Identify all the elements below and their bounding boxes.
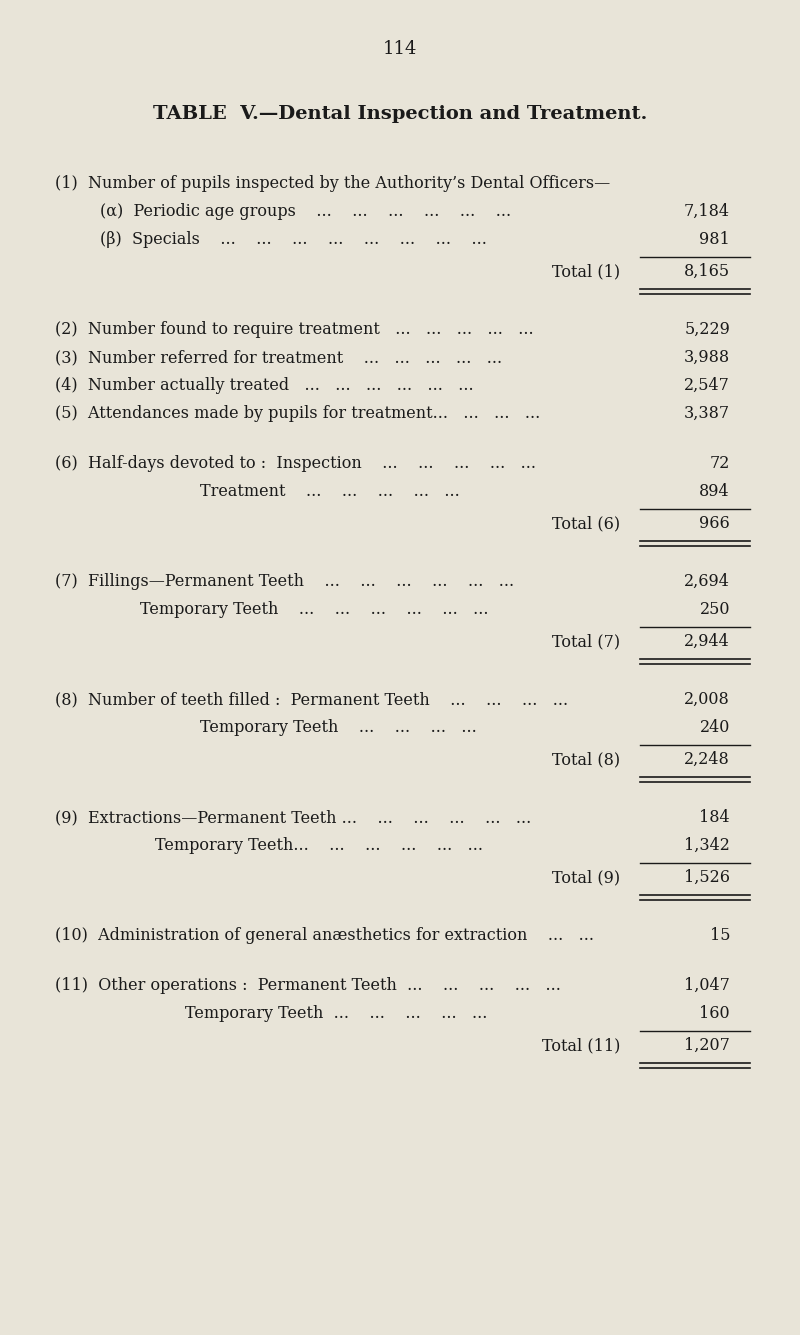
Text: (8)  Number of teeth filled :  Permanent Teeth    ...    ...    ...   ...: (8) Number of teeth filled : Permanent T… [55, 692, 568, 708]
Text: 2,248: 2,248 [684, 752, 730, 768]
Text: (10)  Administration of general anæsthetics for extraction    ...   ...: (10) Administration of general anæstheti… [55, 926, 594, 944]
Text: 2,944: 2,944 [684, 633, 730, 650]
Text: 1,207: 1,207 [684, 1037, 730, 1055]
Text: 250: 250 [699, 601, 730, 618]
Text: Temporary Teeth    ...    ...    ...    ...    ...   ...: Temporary Teeth ... ... ... ... ... ... [140, 601, 489, 618]
Text: Temporary Teeth    ...    ...    ...   ...: Temporary Teeth ... ... ... ... [200, 720, 477, 736]
Text: (3)  Number referred for treatment    ...   ...   ...   ...   ...: (3) Number referred for treatment ... ..… [55, 348, 502, 366]
Text: 114: 114 [383, 40, 417, 57]
Text: 1,526: 1,526 [684, 869, 730, 886]
Text: (α)  Periodic age groups    ...    ...    ...    ...    ...    ...: (α) Periodic age groups ... ... ... ... … [100, 203, 511, 220]
Text: 8,165: 8,165 [684, 263, 730, 280]
Text: 184: 184 [699, 809, 730, 826]
Text: 3,988: 3,988 [684, 348, 730, 366]
Text: 966: 966 [699, 515, 730, 533]
Text: (2)  Number found to require treatment   ...   ...   ...   ...   ...: (2) Number found to require treatment ..… [55, 320, 534, 338]
Text: (9)  Extractions—Permanent Teeth ...    ...    ...    ...    ...   ...: (9) Extractions—Permanent Teeth ... ... … [55, 809, 531, 826]
Text: 3,387: 3,387 [684, 405, 730, 422]
Text: 1,047: 1,047 [684, 977, 730, 995]
Text: 240: 240 [700, 720, 730, 736]
Text: (1)  Number of pupils inspected by the Authority’s Dental Officers—: (1) Number of pupils inspected by the Au… [55, 175, 610, 192]
Text: Total (8): Total (8) [552, 752, 620, 768]
Text: 1,342: 1,342 [684, 837, 730, 854]
Text: 894: 894 [699, 483, 730, 501]
Text: Total (9): Total (9) [552, 869, 620, 886]
Text: 72: 72 [710, 455, 730, 473]
Text: 2,008: 2,008 [684, 692, 730, 708]
Text: Total (7): Total (7) [552, 633, 620, 650]
Text: Total (6): Total (6) [552, 515, 620, 533]
Text: 5,229: 5,229 [684, 320, 730, 338]
Text: 2,694: 2,694 [684, 573, 730, 590]
Text: 15: 15 [710, 926, 730, 944]
Text: 7,184: 7,184 [684, 203, 730, 220]
Text: Total (11): Total (11) [542, 1037, 620, 1055]
Text: 2,547: 2,547 [684, 376, 730, 394]
Text: 981: 981 [699, 231, 730, 248]
Text: (β)  Specials    ...    ...    ...    ...    ...    ...    ...    ...: (β) Specials ... ... ... ... ... ... ...… [100, 231, 487, 248]
Text: Temporary Teeth...    ...    ...    ...    ...   ...: Temporary Teeth... ... ... ... ... ... [155, 837, 483, 854]
Text: 160: 160 [699, 1005, 730, 1023]
Text: TABLE  V.—Dental Inspection and Treatment.: TABLE V.—Dental Inspection and Treatment… [153, 105, 647, 123]
Text: (6)  Half-days devoted to :  Inspection    ...    ...    ...    ...   ...: (6) Half-days devoted to : Inspection ..… [55, 455, 536, 473]
Text: (4)  Number actually treated   ...   ...   ...   ...   ...   ...: (4) Number actually treated ... ... ... … [55, 376, 474, 394]
Text: Total (1): Total (1) [552, 263, 620, 280]
Text: Temporary Teeth  ...    ...    ...    ...   ...: Temporary Teeth ... ... ... ... ... [185, 1005, 487, 1023]
Text: (7)  Fillings—Permanent Teeth    ...    ...    ...    ...    ...   ...: (7) Fillings—Permanent Teeth ... ... ...… [55, 573, 514, 590]
Text: Treatment    ...    ...    ...    ...   ...: Treatment ... ... ... ... ... [200, 483, 460, 501]
Text: (5)  Attendances made by pupils for treatment...   ...   ...   ...: (5) Attendances made by pupils for treat… [55, 405, 540, 422]
Text: (11)  Other operations :  Permanent Teeth  ...    ...    ...    ...   ...: (11) Other operations : Permanent Teeth … [55, 977, 561, 995]
